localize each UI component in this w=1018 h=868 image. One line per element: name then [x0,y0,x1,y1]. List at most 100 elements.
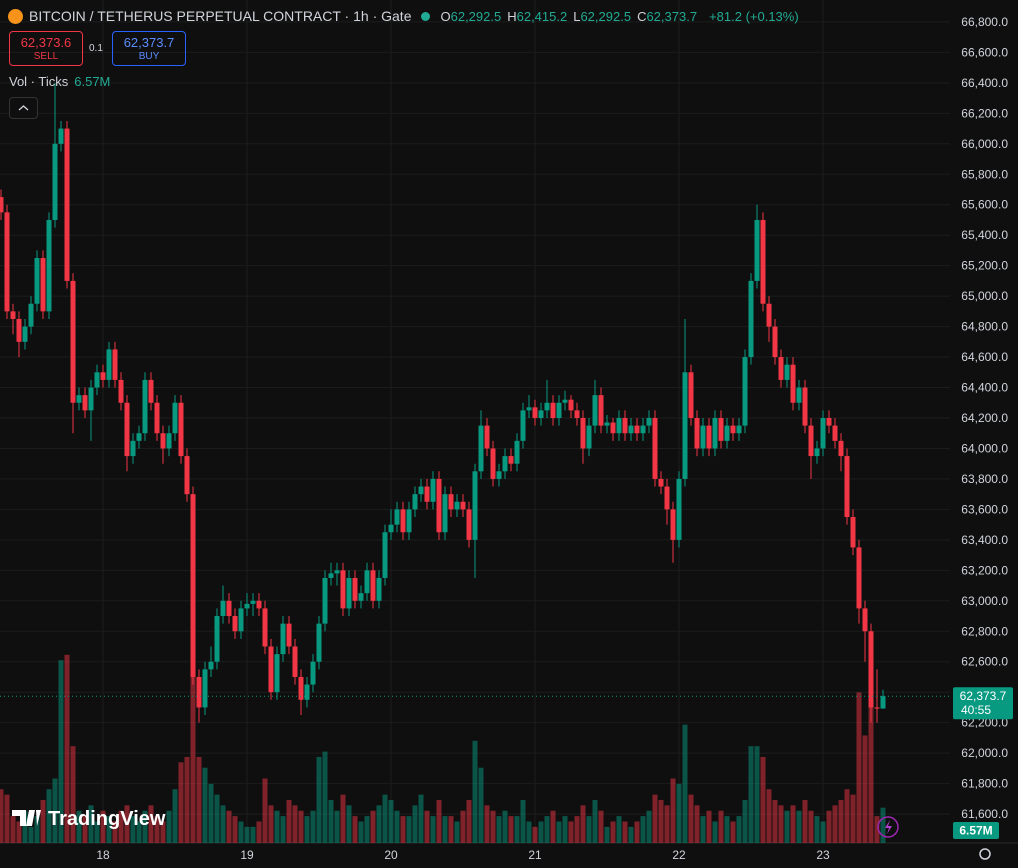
candle-body [166,433,172,449]
volume-bar [820,821,826,843]
candle-body [400,509,406,533]
candle-body [580,417,586,449]
collapse-button[interactable] [9,97,38,119]
candle-body [208,661,214,670]
volume-bar [448,816,454,843]
candle-body [772,326,778,358]
candle-body [100,372,106,380]
watermark-logo [12,810,41,826]
x-tick-label: 20 [384,848,398,862]
candle-body [754,219,760,281]
volume-bar [4,794,10,843]
candle-body [226,600,232,617]
volume-bar [646,810,652,843]
volume-bar [388,799,394,843]
volume-bar [244,826,250,843]
buy-button[interactable]: 62,373.7 BUY [112,31,186,66]
watermark: TradingView [12,808,166,830]
volume-bar [346,805,352,843]
volume-bar [868,703,874,843]
y-tick-label: 66,600.0 [961,45,1008,59]
coin-icon [8,8,23,24]
volume-bar [484,805,490,843]
volume-bar [76,810,82,843]
volume-bar [322,751,328,843]
candle-body [502,456,508,472]
candle-body [430,478,436,502]
candle-body [184,456,190,495]
candle-body [286,623,292,647]
candle-body [388,524,394,533]
volume-bar [178,762,184,843]
volume-bar [238,821,244,843]
candle-body [562,399,568,403]
volume-bar [286,799,292,843]
candle-body [484,425,490,449]
volume-bar [256,821,262,843]
candle-body [40,258,46,312]
candle-body [466,509,472,540]
volume-bar [196,756,202,843]
candle-body [418,486,424,495]
sell-button[interactable]: 62,373.6 SELL [9,31,83,66]
volume-bar [610,821,616,843]
candle-body [448,494,454,510]
candle-body [154,402,160,434]
volume-bar [526,821,532,843]
volume-bar [532,826,538,843]
volume-bar [364,816,370,843]
candle-body [646,417,652,426]
candle-body [472,471,478,540]
y-tick-label: 64,000.0 [961,441,1008,455]
volume-bar [784,810,790,843]
candle-body [496,471,502,479]
candle-body [130,440,136,457]
candle-body [370,570,376,601]
candle-body [706,425,712,449]
candle-body [712,417,718,449]
y-tick-label: 64,200.0 [961,411,1008,425]
candle-body [862,608,868,632]
volume-bar [46,789,52,843]
candle-body [142,379,148,434]
volume-bar [280,816,286,843]
volume-bar [208,783,214,843]
volume-bar [580,805,586,843]
candle-body [394,509,400,525]
candle-body [256,600,262,609]
candle-body [292,646,298,677]
y-tick-label: 62,600.0 [961,655,1008,669]
legend-value: 62,373.7 [646,8,698,24]
volume-bar [802,799,808,843]
volume-bar [22,810,28,843]
volume-bar [442,816,448,843]
volume-bar [826,810,832,843]
candle-body [688,372,694,418]
candle-body [22,326,28,342]
volume-bar [628,826,634,843]
candle-body [442,494,448,533]
candle-body [514,440,520,464]
change: +81.2 (+0.13%) [709,8,799,24]
volume-bar [880,807,886,843]
volume-bar [58,660,64,843]
volume-bar [112,821,118,843]
candle-body [46,219,52,312]
candle-body [640,425,646,434]
y-tick-label: 62,800.0 [961,624,1008,638]
x-tick-label: 21 [528,848,542,862]
candle-body [346,577,352,609]
volume-label: 6.57M [959,824,992,838]
candle-body [334,570,340,574]
candle-body [322,577,328,624]
volume-bar [742,799,748,843]
buy-price: 62,373.7 [123,35,175,50]
volume-bar [562,816,568,843]
candle-body [118,379,124,403]
candle-body [544,402,550,411]
candle-body [280,623,286,655]
volume-bar [430,816,436,843]
volume-bar [148,805,154,843]
candle-body [316,623,322,662]
